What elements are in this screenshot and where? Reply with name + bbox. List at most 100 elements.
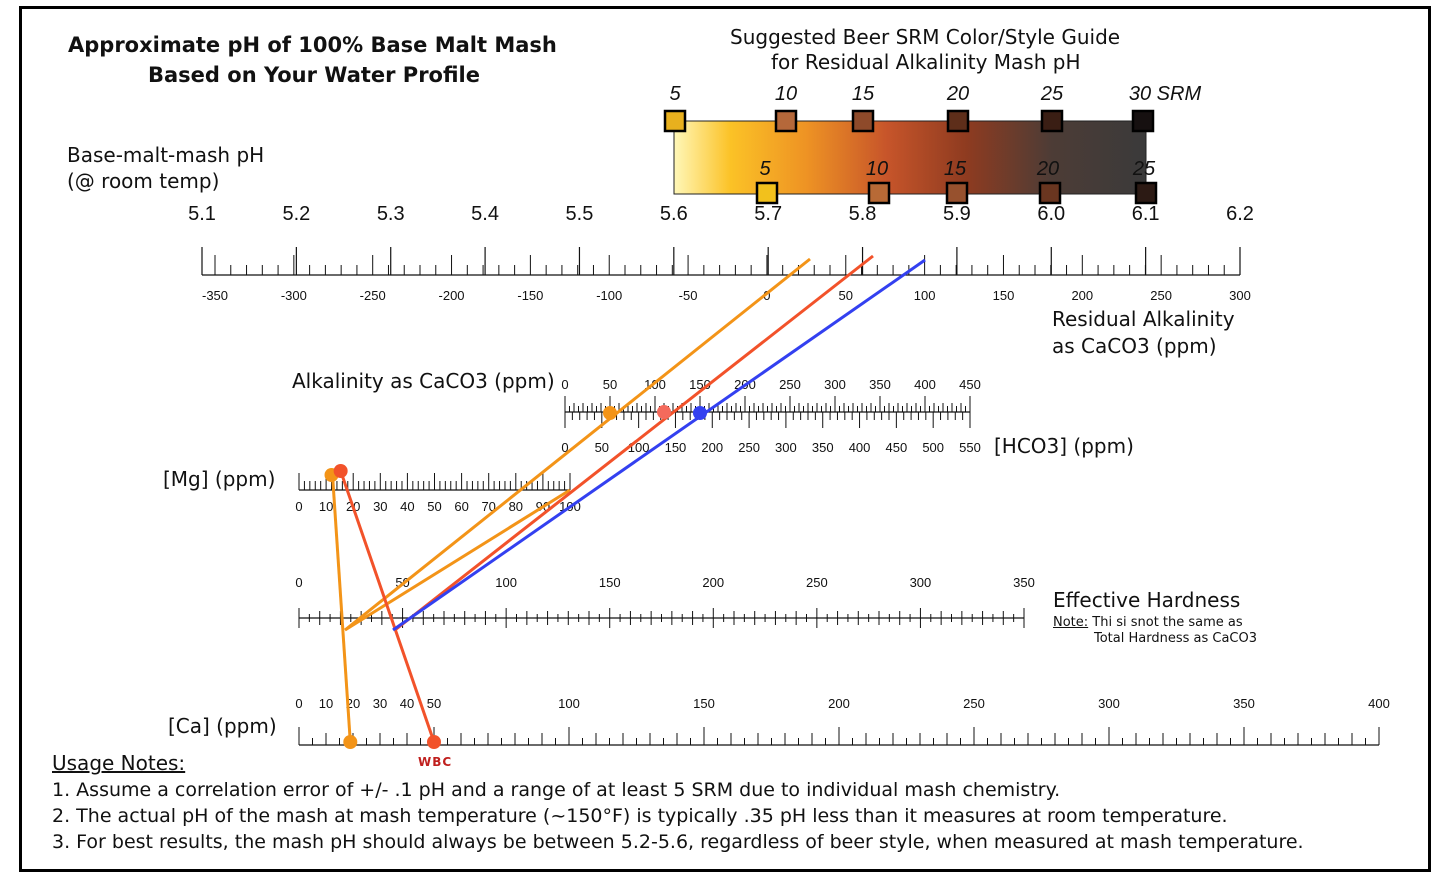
srm-top-label: 20 bbox=[946, 83, 969, 105]
ph-scale-label-2: (@ room temp) bbox=[67, 169, 220, 193]
example-point-blue-alkalinity bbox=[693, 406, 707, 420]
ca-tick-label: 350 bbox=[1233, 696, 1255, 711]
ph-tick-label: 6.0 bbox=[1037, 203, 1065, 225]
example-line-red-ca-mg bbox=[339, 470, 436, 743]
alkalinity-tick-label: 300 bbox=[824, 377, 846, 392]
hco3-tick-label: 550 bbox=[959, 440, 981, 455]
srm-bottom-label: 10 bbox=[866, 158, 888, 180]
usage-note-2: 2. The actual pH of the mash at mash tem… bbox=[52, 805, 1228, 827]
ca-tick-label: 100 bbox=[558, 696, 580, 711]
example-point-red-ca bbox=[427, 735, 441, 749]
example-point-orange-alkalinity bbox=[603, 406, 617, 420]
hco3-tick-label: 300 bbox=[775, 440, 797, 455]
ra-tick-label: 0 bbox=[763, 288, 770, 303]
mg-tick-label: 0 bbox=[295, 499, 302, 514]
ph-tick-label: 5.4 bbox=[471, 203, 499, 225]
srm-bottom-label: 15 bbox=[944, 158, 967, 180]
srm-swatch-top bbox=[663, 109, 687, 133]
ca-tick-label: 200 bbox=[828, 696, 850, 711]
hardness-tick-label: 100 bbox=[495, 575, 517, 590]
hardness-note-line-1: Note: Thi si snot the same as bbox=[1053, 615, 1243, 630]
example-line-blue-hardness-ra bbox=[392, 258, 926, 632]
srm-bottom-label: 25 bbox=[1132, 158, 1156, 180]
ra-scale-label-1: Residual Alkalinity bbox=[1052, 307, 1235, 331]
hco3-tick-label: 0 bbox=[561, 440, 568, 455]
ph-tick-label: 5.3 bbox=[377, 203, 405, 225]
ph-tick-label: 5.1 bbox=[188, 203, 216, 225]
hco3-tick-label: 200 bbox=[701, 440, 723, 455]
ra-tick-label: -350 bbox=[202, 288, 228, 303]
mg-tick-label: 70 bbox=[481, 499, 495, 514]
srm-top-label: 10 bbox=[775, 83, 797, 105]
alkalinity-tick-label: 250 bbox=[779, 377, 801, 392]
srm-swatch-bottom bbox=[867, 181, 891, 205]
alkalinity-scale-label: Alkalinity as CaCO3 (ppm) bbox=[292, 369, 555, 393]
hco3-tick-label: 400 bbox=[849, 440, 871, 455]
srm-top-label: 15 bbox=[852, 83, 875, 105]
title-line-1: Approximate pH of 100% Base Malt Mash bbox=[68, 33, 557, 57]
ra-tick-label: 250 bbox=[1150, 288, 1172, 303]
srm-swatch-top bbox=[1131, 109, 1155, 133]
ra-tick-label: -250 bbox=[360, 288, 386, 303]
example-line-orange-hardness-mg100 bbox=[344, 488, 571, 632]
example-line-orange-ca-mg bbox=[331, 474, 352, 743]
ra-tick-label: -100 bbox=[596, 288, 622, 303]
srm-bottom-label: 20 bbox=[1036, 158, 1059, 180]
hardness-note-prefix: Note: bbox=[1053, 615, 1089, 630]
hco3-tick-label: 250 bbox=[738, 440, 760, 455]
mg-tick-label: 40 bbox=[400, 499, 414, 514]
ra-scale-label-2: as CaCO3 (ppm) bbox=[1052, 334, 1217, 358]
title-line-2: Based on Your Water Profile bbox=[148, 63, 480, 87]
srm-top-label: 5 bbox=[669, 83, 681, 105]
ph-tick-label: 5.7 bbox=[754, 203, 782, 225]
ph-scale-label-1: Base-malt-mash pH bbox=[67, 143, 265, 167]
hardness-tick-label: 250 bbox=[806, 575, 828, 590]
alkalinity-tick-label: 0 bbox=[561, 377, 568, 392]
example-line-red-hardness-ra bbox=[394, 254, 874, 632]
ra-tick-label: -150 bbox=[517, 288, 543, 303]
hardness-scale-label: Effective Hardness bbox=[1053, 588, 1241, 612]
ca-tick-label: 30 bbox=[373, 696, 387, 711]
ca-tick-label: 300 bbox=[1098, 696, 1120, 711]
ph-tick-label: 5.9 bbox=[943, 203, 971, 225]
wbc-brand: WBC bbox=[418, 755, 453, 769]
ca-tick-label: 400 bbox=[1368, 696, 1390, 711]
srm-bottom-label: 5 bbox=[759, 158, 771, 180]
ph-tick-label: 6.2 bbox=[1226, 203, 1254, 225]
ca-tick-label: 0 bbox=[295, 696, 302, 711]
hardness-tick-label: 200 bbox=[702, 575, 724, 590]
srm-swatch-bottom bbox=[1134, 181, 1158, 205]
hardness-note-line-2: Total Hardness as CaCO3 bbox=[1094, 631, 1258, 646]
hardness-tick-label: 0 bbox=[295, 575, 302, 590]
hco3-scale-label: [HCO3] (ppm) bbox=[994, 434, 1134, 458]
hco3-tick-label: 500 bbox=[922, 440, 944, 455]
hardness-tick-label: 300 bbox=[910, 575, 932, 590]
mg-tick-label: 30 bbox=[373, 499, 387, 514]
srm-top-label: 25 bbox=[1040, 83, 1064, 105]
ra-tick-label: 100 bbox=[914, 288, 936, 303]
ra-tick-label: 300 bbox=[1229, 288, 1251, 303]
example-line-orange-hardness-ra bbox=[344, 257, 811, 632]
srm-guide-heading-1: Suggested Beer SRM Color/Style Guide bbox=[730, 25, 1121, 49]
ra-tick-label: 200 bbox=[1071, 288, 1093, 303]
example-point-red-mg bbox=[333, 464, 348, 478]
ph-tick-label: 6.1 bbox=[1132, 203, 1160, 225]
srm-gradient-bar bbox=[673, 120, 1147, 195]
hco3-tick-label: 350 bbox=[812, 440, 834, 455]
srm-swatch-top bbox=[774, 109, 798, 133]
ph-tick-label: 5.6 bbox=[660, 203, 688, 225]
mg-scale-label: [Mg] (ppm) bbox=[163, 467, 276, 491]
ra-tick-label: 150 bbox=[993, 288, 1015, 303]
mg-tick-label: 10 bbox=[319, 499, 333, 514]
alkalinity-tick-label: 400 bbox=[914, 377, 936, 392]
srm-swatch-bottom bbox=[945, 181, 969, 205]
ca-scale-label: [Ca] (ppm) bbox=[168, 714, 277, 738]
usage-notes-heading: Usage Notes: bbox=[52, 751, 186, 775]
ra-tick-label: 50 bbox=[839, 288, 853, 303]
srm-swatch-top bbox=[851, 109, 875, 133]
ca-tick-label: 250 bbox=[963, 696, 985, 711]
srm-swatch-bottom bbox=[1038, 181, 1062, 205]
hardness-tick-label: 350 bbox=[1013, 575, 1035, 590]
ra-tick-label: -50 bbox=[679, 288, 698, 303]
